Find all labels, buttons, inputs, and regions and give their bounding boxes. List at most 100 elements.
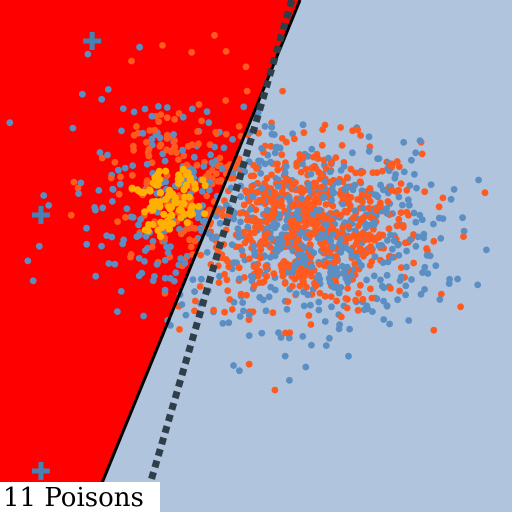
data-point-class-b (383, 271, 391, 279)
data-point-class-b (320, 193, 328, 201)
data-point-class-b (141, 247, 149, 255)
data-point-class-b (424, 270, 432, 277)
data-point-class-b (322, 342, 330, 349)
data-point-class-b (282, 223, 290, 231)
data-point-class-b (257, 157, 265, 165)
data-point-class-a (191, 237, 199, 245)
data-point-class-a (299, 153, 307, 161)
data-point-class-b (172, 269, 180, 277)
data-point-class-b (412, 242, 420, 250)
data-point-class-b (439, 215, 447, 223)
data-point-class-b (164, 249, 172, 257)
data-point-class-a (143, 180, 151, 188)
data-point-class-b (341, 185, 349, 193)
data-point-class-a (359, 198, 366, 206)
data-point-class-b (218, 165, 226, 173)
data-point-class-a (342, 295, 350, 302)
data-point-class-a (331, 276, 339, 284)
data-point-class-a (289, 231, 297, 239)
data-point-class-b (302, 363, 310, 371)
data-point-class-b (129, 162, 137, 170)
data-point-class-b (6, 119, 14, 127)
data-point-class-a (248, 182, 256, 190)
data-point-class-a (163, 146, 171, 154)
data-point-class-a (318, 141, 326, 149)
data-point-class-a (337, 124, 344, 131)
poison-point (149, 220, 157, 229)
data-point-class-b (207, 151, 215, 159)
data-point-class-b (278, 231, 286, 239)
data-point-class-a (129, 171, 136, 179)
data-point-class-a (114, 218, 121, 226)
data-point-class-a (366, 185, 374, 192)
data-point-class-b (408, 276, 415, 283)
data-point-class-b (161, 256, 169, 264)
data-point-class-a (354, 126, 362, 134)
data-point-class-b (329, 230, 337, 238)
data-point-class-b (92, 272, 100, 280)
plus-marker (31, 206, 50, 225)
data-point-class-b (402, 282, 410, 290)
data-point-class-b (240, 307, 247, 315)
data-point-class-a (263, 218, 270, 226)
data-point-class-b (109, 186, 117, 193)
data-point-class-b (378, 241, 386, 249)
data-point-class-b (421, 263, 429, 271)
data-point-class-b (111, 260, 119, 268)
data-point-class-b (268, 123, 276, 131)
data-point-class-b (103, 232, 111, 240)
poison-point (160, 210, 168, 219)
data-point-class-b (29, 277, 37, 285)
data-point-class-b (91, 204, 98, 211)
data-point-class-a (284, 298, 292, 305)
data-point-class-a (222, 256, 230, 263)
data-point-class-b (389, 245, 396, 253)
data-point-class-b (98, 95, 106, 103)
data-point-class-b (300, 258, 307, 266)
poison-point (177, 206, 185, 214)
data-point-class-b (177, 255, 185, 262)
poison-point (180, 193, 189, 201)
poison-point (158, 223, 166, 232)
data-point-class-a (272, 190, 280, 198)
data-point-class-a (237, 290, 245, 298)
data-point-class-b (285, 195, 293, 203)
data-point-class-a (365, 204, 373, 212)
data-point-class-a (397, 209, 405, 217)
data-point-class-a (367, 285, 374, 293)
data-point-class-b (371, 253, 379, 260)
data-point-class-b (414, 233, 422, 241)
data-point-class-a (197, 251, 205, 259)
data-point-class-b (423, 252, 431, 259)
data-point-class-a (70, 178, 78, 186)
data-point-class-b (430, 220, 437, 228)
data-point-class-a (358, 191, 366, 199)
data-point-class-b (334, 178, 342, 186)
data-point-class-a (291, 135, 298, 143)
data-point-class-b (447, 195, 455, 203)
data-point-class-a (278, 197, 285, 205)
data-point-class-a (274, 166, 282, 174)
data-point-class-a (195, 101, 203, 108)
data-point-class-a (304, 195, 312, 203)
data-point-class-a (316, 289, 324, 297)
data-point-class-a (159, 42, 166, 49)
data-point-class-a (362, 249, 370, 257)
data-point-class-b (306, 246, 314, 253)
data-point-class-b (411, 170, 418, 178)
data-point-class-a (260, 278, 268, 285)
poison-point (188, 210, 196, 218)
data-point-class-b (95, 187, 103, 194)
data-point-class-a (283, 260, 291, 268)
data-point-class-b (151, 273, 158, 280)
data-point-class-a (243, 291, 250, 299)
poison-point (165, 186, 174, 194)
data-point-class-a (188, 224, 196, 232)
data-point-class-a (352, 169, 360, 177)
data-point-class-b (79, 90, 86, 98)
data-point-class-b (346, 325, 353, 333)
data-point-class-a (130, 131, 138, 139)
data-point-class-a (368, 247, 376, 255)
data-point-class-a (337, 211, 345, 219)
data-point-class-b (238, 247, 246, 254)
